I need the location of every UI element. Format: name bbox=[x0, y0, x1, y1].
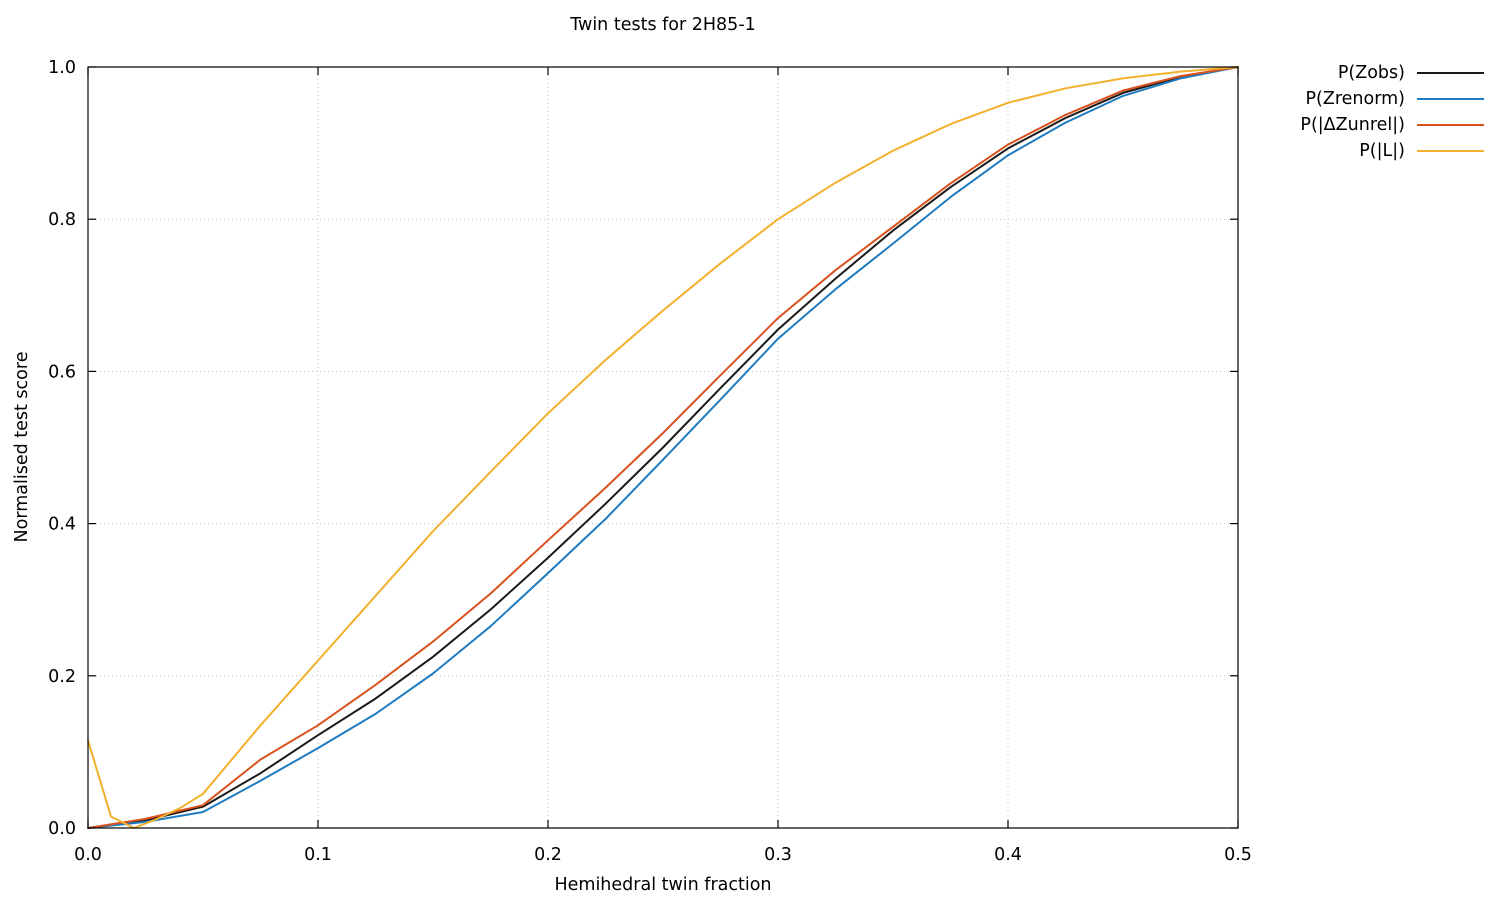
legend-item-p-zobs: P(Zobs) bbox=[1300, 60, 1484, 86]
y-tick-label: 0.2 bbox=[48, 667, 76, 687]
x-tick-label: 0.0 bbox=[74, 845, 102, 865]
y-tick-label: 1.0 bbox=[48, 58, 76, 78]
legend-label: P(Zobs) bbox=[1337, 63, 1405, 83]
legend-line-swatch bbox=[1417, 72, 1484, 74]
x-tick-label: 0.5 bbox=[1224, 845, 1252, 865]
legend-label: P(|L|) bbox=[1359, 141, 1405, 161]
y-tick-label: 0.6 bbox=[48, 362, 76, 382]
chart-title: Twin tests for 2H85-1 bbox=[570, 15, 756, 35]
legend-line-swatch bbox=[1417, 150, 1484, 152]
series-line-P(Zobs) bbox=[87, 66, 1239, 829]
plot-border bbox=[87, 66, 1239, 829]
legend-label: P(Zrenorm) bbox=[1305, 89, 1405, 109]
legend-item-p-delta-zunrel: P(|ΔZunrel|) bbox=[1300, 112, 1484, 138]
legend-line-swatch bbox=[1417, 124, 1484, 126]
x-axis-label: Hemihedral twin fraction bbox=[554, 875, 772, 895]
legend-item-p-l: P(|L|) bbox=[1300, 138, 1484, 164]
legend-line-swatch bbox=[1417, 98, 1484, 100]
x-tick-label: 0.1 bbox=[304, 845, 332, 865]
legend: P(Zobs) P(Zrenorm) P(|ΔZunrel|) P(|L|) bbox=[1300, 60, 1484, 164]
y-tick-label: 0.0 bbox=[48, 819, 76, 839]
legend-label: P(|ΔZunrel|) bbox=[1300, 115, 1405, 135]
x-tick-label: 0.2 bbox=[534, 845, 562, 865]
series-line-P(Zrenorm) bbox=[87, 66, 1239, 829]
y-tick-label: 0.4 bbox=[48, 515, 76, 535]
y-axis-label: Normalised test score bbox=[12, 351, 32, 543]
x-tick-label: 0.4 bbox=[994, 845, 1022, 865]
y-tick-label: 0.8 bbox=[48, 210, 76, 230]
legend-item-p-zrenorm: P(Zrenorm) bbox=[1300, 86, 1484, 112]
series-line-P(|L|) bbox=[87, 66, 1239, 829]
x-tick-label: 0.3 bbox=[764, 845, 792, 865]
series-line-P(|ΔZunrel|) bbox=[87, 66, 1239, 829]
